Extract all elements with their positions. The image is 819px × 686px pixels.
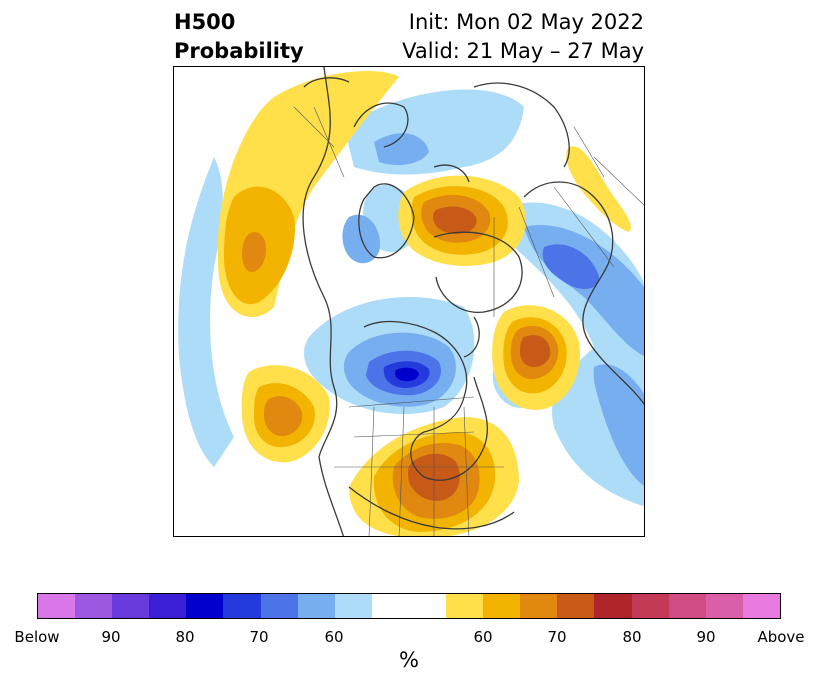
- colorbar-segment: [297, 594, 335, 618]
- probability-colorbar: [37, 593, 781, 619]
- colorbar-segment: [371, 594, 447, 618]
- colorbar-segment: [334, 594, 372, 618]
- colorbar-segment: [594, 594, 632, 618]
- colorbar-tick-label: Below: [14, 628, 60, 646]
- colorbar-segment: [38, 594, 76, 618]
- colorbar-segment: [705, 594, 743, 618]
- below-80-hudson: [394, 367, 419, 382]
- colorbar-tick-label: 70: [249, 628, 269, 646]
- colorbar-tick-label: 60: [324, 628, 344, 646]
- below-70-scandinavia: [542, 244, 599, 289]
- colorbar-tick-label: 60: [473, 628, 493, 646]
- init-date: Init: Mon 02 May 2022: [408, 10, 644, 34]
- colorbar-segment: [631, 594, 669, 618]
- colorbar-segment: [483, 594, 521, 618]
- above-70-pacific-east: [264, 396, 303, 437]
- colorbar-tick-label: 90: [101, 628, 121, 646]
- probability-map: [173, 66, 645, 537]
- below-60-western-pacific: [178, 157, 234, 467]
- map-svg: [174, 67, 644, 536]
- title-line-1: H500: [174, 10, 236, 34]
- colorbar-tick-label: 90: [696, 628, 716, 646]
- colorbar-segment: [446, 594, 484, 618]
- map-title: H500 Probability: [174, 8, 304, 66]
- colorbar-tick-label: Above: [757, 628, 805, 646]
- colorbar-tick-label: 80: [622, 628, 642, 646]
- valid-range: Valid: 21 May – 27 May: [402, 39, 644, 63]
- colorbar-segment: [149, 594, 187, 618]
- colorbar-segment: [75, 594, 113, 618]
- title-line-2: Probability: [174, 39, 304, 63]
- colorbar-unit-label: %: [399, 648, 419, 672]
- above-75-siberia: [432, 206, 477, 234]
- above-70-pacific-west: [242, 232, 266, 272]
- above-75-north-atlantic: [520, 335, 551, 367]
- colorbar-tick-label: 80: [175, 628, 195, 646]
- above-60-europe-east: [566, 146, 631, 232]
- political-borders: [293, 106, 644, 536]
- colorbar-segment: [520, 594, 558, 618]
- below-65-europe: [593, 364, 644, 486]
- colorbar-segment: [112, 594, 150, 618]
- colorbar-segment: [186, 594, 224, 618]
- init-valid-info: Init: Mon 02 May 2022 Valid: 21 May – 27…: [402, 8, 644, 66]
- colorbar-tick-label: 70: [547, 628, 567, 646]
- colorbar-segment: [668, 594, 706, 618]
- coastlines: [302, 67, 644, 536]
- colorbar-segment: [557, 594, 595, 618]
- colorbar-segment: [223, 594, 261, 618]
- colorbar-segment: [742, 594, 780, 618]
- below-65-arctic: [374, 133, 429, 165]
- colorbar-segment: [260, 594, 298, 618]
